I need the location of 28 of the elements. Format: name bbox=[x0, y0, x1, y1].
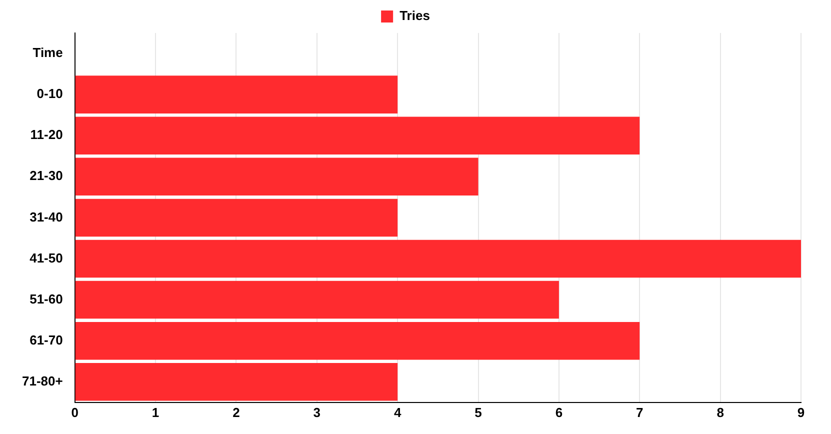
x-tick-label: 2 bbox=[232, 404, 240, 420]
bar bbox=[75, 116, 640, 154]
x-tick-label: 9 bbox=[797, 404, 805, 420]
x-tick-label: 5 bbox=[474, 404, 482, 420]
x-tick-label: 7 bbox=[636, 404, 644, 420]
y-tick-label: 61-70 bbox=[30, 332, 63, 348]
bar bbox=[75, 158, 478, 196]
y-tick-label: 71-80+ bbox=[22, 373, 64, 388]
x-tick-label: 8 bbox=[716, 404, 724, 420]
y-tick-label: 31-40 bbox=[30, 209, 63, 224]
x-tick-label: 1 bbox=[152, 404, 160, 420]
bar bbox=[75, 198, 398, 237]
x-tick-label: 3 bbox=[313, 404, 321, 420]
bar bbox=[75, 240, 801, 278]
bar bbox=[75, 280, 559, 319]
y-tick-label: 11-20 bbox=[30, 127, 63, 142]
x-tick-label: 6 bbox=[555, 404, 563, 420]
y-tick-label: Time bbox=[32, 45, 63, 60]
legend-label: Tries bbox=[400, 8, 430, 24]
x-tick-label: 4 bbox=[394, 404, 402, 420]
y-tick-label: 41-50 bbox=[30, 250, 63, 266]
x-tick-label: 0 bbox=[71, 404, 78, 420]
y-tick-label: 0-10 bbox=[36, 86, 63, 102]
bar bbox=[75, 76, 398, 114]
bar bbox=[75, 363, 398, 401]
y-tick-label: 21-30 bbox=[30, 168, 63, 184]
bar bbox=[75, 322, 640, 360]
y-tick-label: 51-60 bbox=[30, 291, 63, 306]
